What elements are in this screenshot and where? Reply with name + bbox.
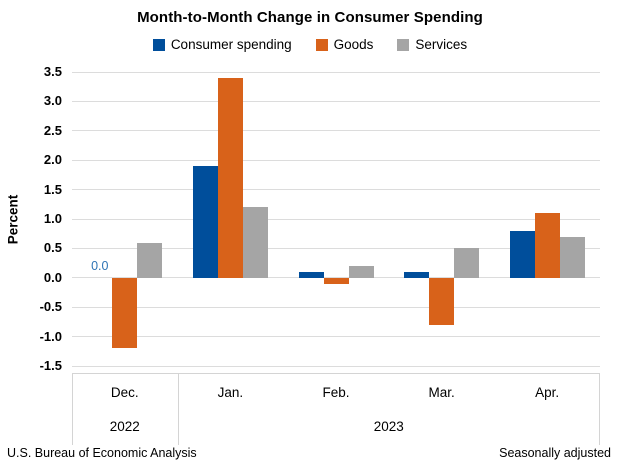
bar-services-jan- [242, 207, 268, 278]
bar-goods-jan- [217, 77, 243, 278]
month-label-jan-: Jan. [217, 385, 244, 400]
y-tick-label: -1.0 [39, 328, 62, 344]
bar-goods-apr- [534, 213, 560, 278]
legend-swatch-icon [152, 38, 165, 51]
gridline [72, 365, 600, 367]
y-tick-label: 3.0 [43, 93, 62, 109]
bar-consumer-spending-apr- [509, 230, 535, 278]
bar-consumer-spending-mar- [404, 271, 430, 278]
chart-title: Month-to-Month Change in Consumer Spendi… [137, 9, 483, 26]
bar-services-apr- [559, 236, 585, 278]
year-label-2023: 2023 [373, 419, 404, 434]
legend-swatch-icon [397, 38, 410, 51]
x-axis: Dec. Jan. Feb. Mar. Apr. 2022 2023 [72, 373, 600, 445]
bar-goods-mar- [429, 277, 455, 325]
x-axis-divider [177, 373, 179, 445]
bar-consumer-spending-jan- [192, 166, 218, 278]
y-tick-label: 1.5 [43, 181, 62, 197]
bar-services-feb- [348, 266, 374, 278]
gridline [72, 336, 600, 338]
legend-label: Goods [333, 37, 374, 52]
gridline [72, 189, 600, 191]
gridline [72, 100, 600, 102]
legend-item-goods: Goods [315, 37, 374, 52]
y-tick-label: -0.5 [39, 299, 62, 315]
month-label-dec-: Dec. [110, 385, 139, 400]
bar-consumer-spending-feb- [298, 271, 324, 278]
month-label-mar-: Mar. [428, 385, 455, 400]
plot-area: 0.0 [72, 71, 600, 367]
bar-goods-dec- [112, 277, 138, 349]
gridline [72, 218, 600, 220]
bar-services-mar- [454, 248, 480, 278]
gridline [72, 159, 600, 161]
y-tick-label: 2.5 [43, 122, 62, 138]
gridline [72, 306, 600, 308]
month-label-feb-: Feb. [322, 385, 350, 400]
gridline [72, 130, 600, 132]
y-tick-label: 0.0 [43, 269, 62, 285]
y-tick-label: -1.5 [39, 358, 62, 373]
legend-label: Services [415, 37, 468, 52]
legend: Consumer spending Goods Services [0, 37, 620, 52]
y-tick-label: 3.5 [43, 64, 62, 79]
x-axis-divider [599, 373, 600, 445]
month-label-apr-: Apr. [535, 385, 560, 400]
source-note: U.S. Bureau of Economic Analysis [7, 446, 197, 460]
bar-services-dec- [137, 242, 163, 278]
y-tick-label: 0.5 [43, 240, 62, 256]
gridline [72, 71, 600, 73]
y-tick-label: 1.0 [43, 211, 62, 226]
x-axis-divider [72, 373, 73, 445]
bar-data-label: 0.0 [91, 258, 109, 273]
x-axis-line [72, 373, 600, 374]
y-tick-label: 2.0 [43, 152, 62, 168]
legend-swatch-icon [315, 38, 328, 51]
gridline [72, 247, 600, 249]
year-label-2022: 2022 [109, 419, 140, 434]
legend-label: Consumer spending [170, 37, 292, 52]
adjustment-note: Seasonally adjusted [499, 446, 611, 460]
legend-item-services: Services [397, 37, 467, 52]
bar-goods-feb- [323, 277, 349, 284]
legend-item-consumer-spending: Consumer spending [152, 37, 292, 52]
